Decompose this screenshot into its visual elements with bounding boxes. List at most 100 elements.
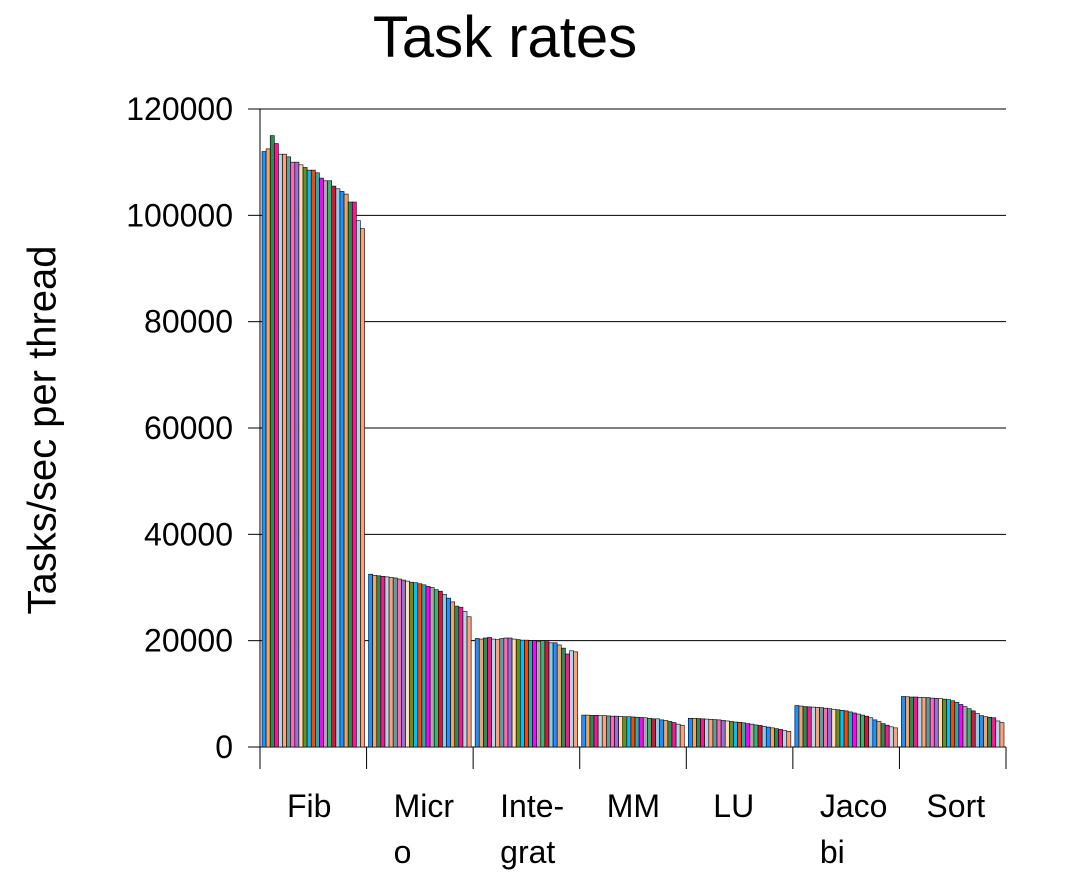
bar bbox=[458, 606, 464, 748]
bar bbox=[815, 707, 820, 748]
bar bbox=[372, 574, 378, 748]
bar bbox=[524, 639, 529, 748]
bar bbox=[446, 597, 451, 748]
bar bbox=[991, 717, 997, 748]
bar bbox=[417, 583, 423, 748]
bar bbox=[810, 706, 816, 748]
bar bbox=[335, 188, 341, 748]
bar bbox=[601, 715, 607, 748]
bar bbox=[704, 718, 710, 748]
bar bbox=[979, 715, 984, 748]
bar bbox=[347, 201, 353, 748]
bar bbox=[511, 638, 517, 748]
bar bbox=[540, 640, 546, 748]
bar bbox=[302, 167, 308, 748]
bar bbox=[544, 641, 550, 748]
bar bbox=[585, 714, 591, 748]
bar bbox=[274, 143, 279, 748]
y-tick-label: 60000 bbox=[144, 410, 233, 446]
bar bbox=[327, 180, 333, 748]
bar bbox=[466, 616, 472, 748]
bar bbox=[659, 719, 665, 748]
bar bbox=[860, 714, 865, 748]
bar bbox=[638, 717, 644, 748]
bar bbox=[454, 605, 460, 748]
x-tick-label: MM bbox=[607, 788, 660, 824]
bar bbox=[380, 576, 386, 748]
bar bbox=[729, 721, 734, 748]
bar bbox=[880, 723, 886, 748]
y-tick-label: 0 bbox=[215, 729, 233, 765]
y-tick-label: 40000 bbox=[144, 516, 233, 552]
bar bbox=[351, 201, 357, 748]
bar bbox=[778, 729, 783, 748]
bar bbox=[286, 156, 292, 748]
bar bbox=[749, 723, 755, 748]
bar bbox=[647, 717, 652, 748]
bar bbox=[687, 717, 693, 748]
bar bbox=[876, 721, 882, 748]
bar bbox=[827, 708, 833, 748]
bar bbox=[278, 153, 283, 748]
bar bbox=[954, 702, 960, 748]
bar bbox=[655, 718, 660, 748]
bar bbox=[696, 718, 701, 748]
bar bbox=[794, 705, 800, 748]
bar bbox=[819, 707, 824, 748]
bar bbox=[851, 712, 857, 748]
bar bbox=[429, 587, 435, 748]
bar bbox=[507, 637, 513, 748]
bar bbox=[569, 650, 574, 748]
bar bbox=[581, 714, 587, 748]
bar bbox=[770, 727, 775, 748]
bar bbox=[757, 725, 763, 748]
bar bbox=[269, 135, 275, 748]
x-tick-label: Inte-grat bbox=[500, 788, 564, 870]
bar bbox=[905, 696, 910, 748]
bar bbox=[388, 577, 394, 748]
bar bbox=[831, 708, 837, 748]
bar bbox=[925, 697, 931, 748]
bar bbox=[532, 640, 537, 748]
bar bbox=[884, 724, 890, 748]
bar bbox=[966, 708, 972, 748]
bar bbox=[798, 705, 804, 748]
bar bbox=[438, 590, 443, 748]
bar bbox=[409, 581, 415, 748]
bar bbox=[495, 639, 501, 748]
bar bbox=[893, 727, 898, 748]
y-tick-label: 20000 bbox=[144, 623, 233, 659]
bar bbox=[396, 578, 402, 748]
bar bbox=[405, 580, 410, 748]
bar bbox=[913, 696, 919, 748]
bar bbox=[942, 698, 947, 748]
bar bbox=[606, 715, 611, 748]
bar bbox=[401, 579, 406, 748]
bar bbox=[560, 647, 566, 748]
bar bbox=[917, 696, 923, 748]
bar bbox=[962, 706, 968, 748]
bar bbox=[294, 161, 300, 748]
bar bbox=[921, 697, 927, 748]
bar bbox=[999, 722, 1005, 748]
bar bbox=[667, 721, 673, 748]
bar bbox=[462, 611, 468, 748]
bar bbox=[938, 698, 943, 748]
bar bbox=[356, 220, 361, 748]
bar bbox=[782, 730, 788, 748]
bar bbox=[712, 719, 718, 748]
bar bbox=[700, 718, 705, 748]
bar bbox=[483, 637, 488, 748]
bar bbox=[642, 717, 648, 748]
bar bbox=[610, 715, 615, 748]
bar bbox=[618, 716, 624, 748]
bar bbox=[548, 642, 554, 748]
bar bbox=[987, 716, 992, 748]
bar bbox=[761, 725, 767, 748]
bar bbox=[958, 704, 964, 748]
x-tick-label: Sort bbox=[926, 788, 985, 824]
bar bbox=[392, 577, 398, 748]
bar bbox=[806, 706, 812, 748]
bar bbox=[360, 228, 365, 748]
bar bbox=[265, 148, 271, 748]
